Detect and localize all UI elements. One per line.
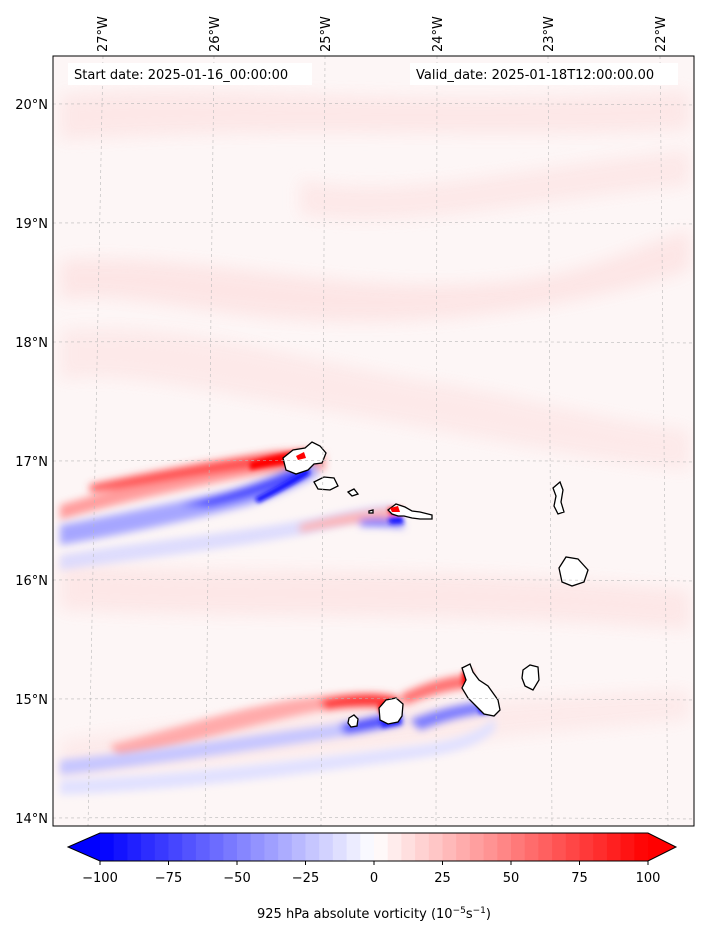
colorbar-cell	[497, 833, 512, 861]
colorbar-cell	[456, 833, 471, 861]
colorbar-cell	[250, 833, 265, 861]
lon-label-24w: 24°W	[431, 16, 446, 52]
island-sal	[552, 480, 565, 515]
island-boa-vista	[558, 556, 589, 587]
colorbar-tick-label: −100	[82, 871, 118, 886]
colorbar-cell	[278, 833, 293, 861]
valid-date-label: Valid_date: 2025-01-18T12:00:00.00	[416, 68, 654, 83]
map-frame	[52, 55, 695, 827]
colorbar-cell	[113, 833, 128, 861]
colorbar-cell	[127, 833, 142, 861]
island-santa-luzia	[346, 488, 360, 497]
lat-label-17n: 17°N	[15, 455, 48, 470]
colorbar-cell	[237, 833, 252, 861]
colorbar-cell	[154, 833, 169, 861]
colorbar: −100 −75 −50 −25 0 25 50 75 100 925 hPa …	[66, 832, 678, 922]
lat-label-19n: 19°N	[15, 217, 48, 232]
lon-label-23w: 23°W	[542, 16, 557, 52]
longitude-labels: 27°W 26°W 25°W 24°W 23°W 22°W	[96, 16, 669, 52]
colorbar-tick-label: 100	[636, 871, 661, 886]
colorbar-cell	[100, 833, 115, 861]
colorbar-cell	[606, 833, 622, 861]
colorbar-cell	[634, 833, 649, 861]
island-fogo	[378, 697, 404, 725]
colorbar-cell	[360, 833, 375, 861]
colorbar-cell	[538, 833, 553, 861]
island-brava	[347, 714, 359, 728]
colorbar-cell	[168, 833, 183, 861]
colorbar-cell	[579, 833, 594, 861]
colorbar-cell	[442, 833, 457, 861]
start-date-box	[68, 63, 312, 85]
lon-label-22w: 22°W	[654, 16, 669, 52]
colorbar-tick-label: 0	[370, 871, 378, 886]
colorbar-cell	[195, 833, 211, 861]
colorbar-tick-label: 25	[434, 871, 451, 886]
colorbar-cell	[141, 833, 156, 861]
colorbar-cell	[346, 833, 361, 861]
island-coastlines	[282, 441, 589, 728]
colorbar-cell	[428, 833, 443, 861]
colorbar-cell	[483, 833, 498, 861]
lat-label-15n: 15°N	[15, 693, 48, 708]
latitude-labels: 20°N 19°N 18°N 17°N 16°N 15°N 14°N	[15, 98, 48, 827]
colorbar-cell	[387, 833, 402, 861]
island-raso	[368, 509, 374, 514]
lon-label-27w: 27°W	[96, 16, 111, 52]
lat-label-20n: 20°N	[15, 98, 48, 113]
lat-label-16n: 16°N	[15, 574, 48, 589]
colorbar-cell	[565, 833, 580, 861]
colorbar-tick-label: −25	[292, 871, 319, 886]
colorbar-cell	[182, 833, 197, 861]
island-sao-nicolau	[387, 503, 433, 520]
colorbar-cell	[291, 833, 306, 861]
colorbar-cell	[620, 833, 635, 861]
colorbar-cell	[264, 833, 279, 861]
colorbar-cell	[401, 833, 416, 861]
lon-label-25w: 25°W	[319, 16, 334, 52]
lon-label-26w: 26°W	[208, 16, 223, 52]
colorbar-cell	[524, 833, 539, 861]
colorbar-cell	[469, 833, 485, 861]
colorbar-tick-label: −75	[155, 871, 182, 886]
colorbar-cell	[209, 833, 224, 861]
colorbar-cell	[415, 833, 430, 861]
colorbar-title: 925 hPa absolute vorticity (10−5s−1)	[257, 906, 491, 922]
colorbar-cell	[305, 833, 320, 861]
colorbar-cell	[593, 833, 608, 861]
lat-label-18n: 18°N	[15, 336, 48, 351]
island-sao-vicente	[313, 476, 339, 491]
colorbar-min-extend	[68, 833, 100, 861]
colorbar-cell	[223, 833, 238, 861]
island-maio	[521, 664, 540, 691]
island-santiago	[461, 663, 501, 717]
start-date-label: Start date: 2025-01-16_00:00:00	[74, 68, 288, 83]
colorbar-max-extend	[648, 833, 676, 861]
lat-label-14n: 14°N	[15, 812, 48, 827]
valid-date-box	[410, 63, 678, 85]
gridlines	[53, 56, 694, 826]
colorbar-cell	[319, 833, 334, 861]
colorbar-tick-label: 50	[503, 871, 520, 886]
colorbar-cell	[332, 833, 348, 861]
colorbar-cell	[511, 833, 526, 861]
colorbar-tick-label: −50	[223, 871, 250, 886]
colorbar-tick-label: 75	[571, 871, 588, 886]
colorbar-cell	[374, 833, 389, 861]
vorticity-field	[60, 90, 690, 795]
colorbar-cell	[552, 833, 567, 861]
